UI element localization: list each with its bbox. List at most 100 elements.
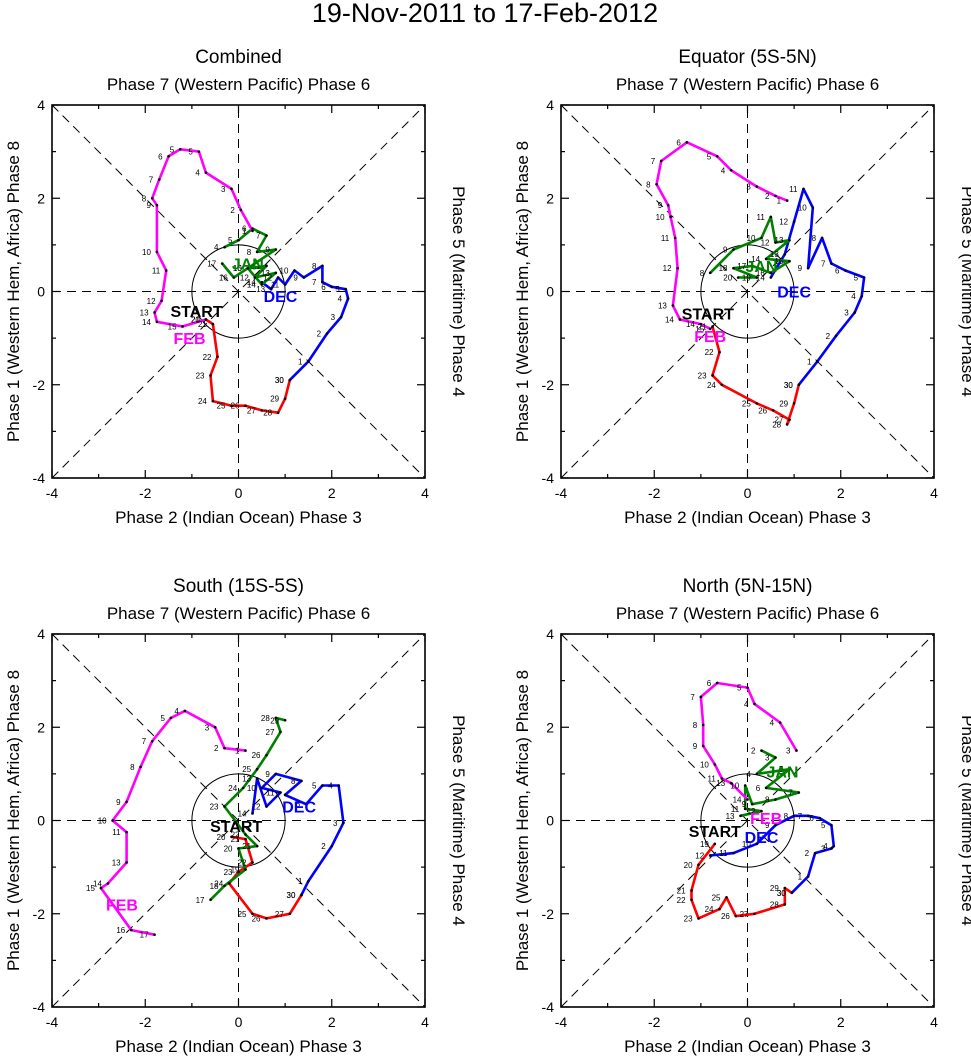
day-label: 26 (758, 406, 767, 415)
day-label: 4 (721, 166, 726, 175)
day-point (216, 355, 219, 359)
day-point (713, 763, 717, 766)
day-label: 28 (261, 714, 270, 723)
day-label: 14 (751, 255, 760, 264)
day-label: 12 (747, 807, 756, 816)
day-point (729, 781, 733, 785)
day-point (302, 276, 306, 279)
trajectory-feb (699, 681, 798, 801)
day-point (237, 847, 240, 850)
day-point (792, 402, 796, 405)
day-label: 3 (746, 183, 751, 192)
day-point (788, 259, 791, 263)
figure-title: 19-Nov-2011 to 17-Feb-2012 (312, 0, 658, 28)
x-tick-label: 4 (930, 485, 938, 501)
day-label: 29 (779, 399, 788, 408)
day-point (204, 171, 208, 174)
day-point (743, 807, 747, 811)
day-label: 3 (786, 747, 791, 756)
day-label: 8 (142, 194, 147, 203)
day-label: 28 (770, 900, 779, 909)
day-point (769, 215, 773, 219)
x-tick-label: 4 (421, 485, 429, 501)
day-label: 4 (338, 294, 343, 303)
x-tick-label: -4 (555, 1014, 568, 1030)
day-label: 11 (719, 849, 728, 858)
y-tick-label: 4 (37, 626, 45, 642)
y-tick-label: -2 (542, 377, 555, 393)
day-label: 4 (746, 770, 751, 779)
day-point (771, 409, 775, 412)
day-label: 6 (321, 283, 326, 292)
day-point (160, 299, 163, 303)
day-label: 1 (798, 872, 803, 881)
day-point (699, 695, 703, 699)
day-label: 22 (238, 858, 247, 867)
day-point (711, 374, 714, 377)
day-point (750, 802, 754, 806)
day-label: 11 (708, 775, 717, 784)
day-point (155, 250, 159, 254)
day-point (237, 238, 240, 242)
day-label: 10 (280, 267, 289, 276)
day-label: 30 (287, 891, 296, 900)
day-label: 9 (146, 201, 151, 210)
y-tick-label: 0 (37, 813, 45, 829)
day-point (178, 147, 182, 151)
day-label: 7 (275, 791, 280, 800)
day-label: 20 (684, 861, 693, 870)
day-label: 9 (116, 798, 121, 807)
day-label: 14 (686, 320, 695, 329)
day-point (321, 280, 324, 284)
day-point (330, 844, 334, 848)
day-point (760, 809, 763, 813)
day-label: 5 (821, 821, 826, 830)
day-label: 14 (142, 318, 151, 327)
day-point (739, 814, 742, 818)
day-point (715, 681, 719, 685)
day-point (223, 746, 226, 750)
day-label: 15 (775, 257, 784, 266)
day-point (274, 772, 278, 776)
day-point (678, 318, 682, 321)
day-label: 2 (317, 329, 322, 338)
month-label-feb: FEB (750, 811, 782, 828)
axis-label-right: Phase 5 (Maritime) Phase 4 (958, 715, 971, 926)
day-point (753, 912, 756, 916)
panel-title: Combined (195, 47, 282, 68)
day-label: 9 (265, 246, 270, 255)
x-tick-label: 2 (328, 485, 336, 501)
axis-label-left: Phase 1 (Western Hem, Africa) Phase 8 (513, 670, 532, 971)
day-label: 10 (656, 213, 665, 222)
day-point (732, 851, 735, 855)
day-point (708, 327, 712, 331)
day-label: 7 (149, 176, 154, 185)
day-label: 25 (217, 402, 226, 411)
axis-label-left: Phase 1 (Western Hem, Africa) Phase 8 (4, 141, 23, 442)
day-label: 8 (646, 180, 651, 189)
day-label: 26 (721, 912, 730, 921)
day-point (774, 756, 777, 759)
day-point (792, 814, 796, 818)
day-label: 2 (321, 842, 326, 851)
day-point (232, 276, 236, 279)
day-point (157, 178, 161, 181)
day-label: 13 (256, 285, 265, 294)
day-point (774, 194, 777, 198)
day-label: 3 (221, 185, 226, 194)
day-point (711, 325, 714, 328)
day-point (659, 159, 663, 163)
day-label: 13 (726, 812, 735, 821)
day-label: 8 (312, 262, 317, 271)
day-point (307, 360, 310, 363)
trajectory-jan (221, 227, 278, 286)
day-label: 1 (298, 877, 303, 886)
axis-label-bottom: Phase 2 (Indian Ocean) Phase 3 (624, 1037, 871, 1056)
day-label: 10 (747, 234, 756, 243)
y-tick-label: -4 (33, 999, 46, 1015)
day-label: 13 (112, 858, 121, 867)
day-label: 4 (770, 719, 775, 728)
day-label: 14 (247, 278, 256, 287)
day-point (153, 933, 156, 937)
